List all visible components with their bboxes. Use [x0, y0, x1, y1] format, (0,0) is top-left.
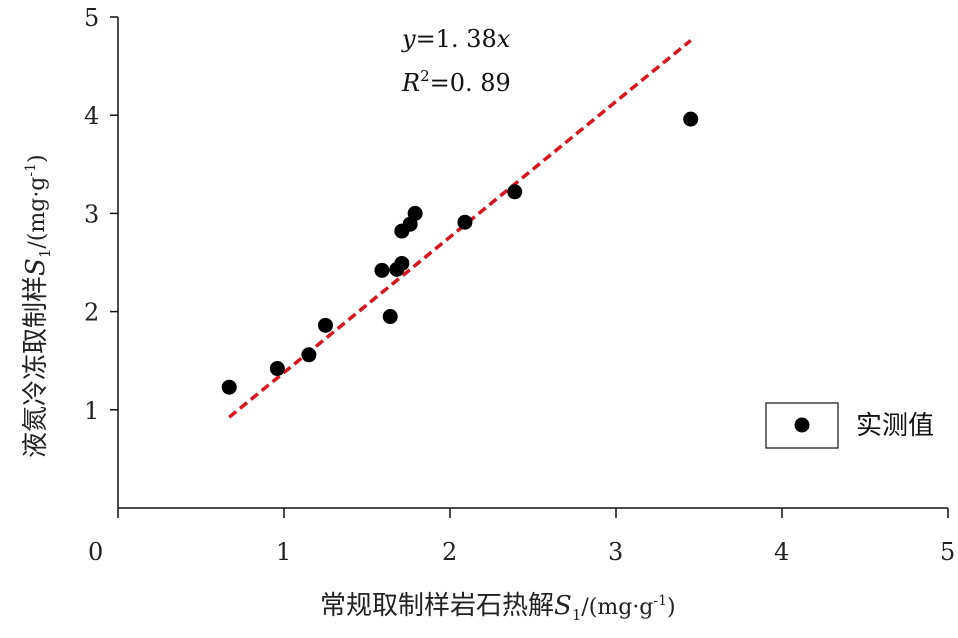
data-point	[382, 309, 398, 325]
data-point	[407, 205, 423, 221]
r-squared-sup: 2	[420, 67, 430, 85]
y-axis-title-main: 液氮冷冻取制样	[21, 276, 51, 458]
legend-label: 实测值	[856, 411, 934, 441]
y-axis-title-var: S	[21, 258, 51, 276]
x-axis-title-unit-pre: /(mg·g	[581, 595, 653, 620]
x-tick-label: 0	[88, 538, 103, 566]
y-axis-title-sub: 1	[36, 249, 54, 259]
data-point	[269, 361, 285, 377]
x-tick-label: 1	[276, 538, 291, 566]
equation-label: y=1. 38x	[401, 25, 511, 53]
data-point	[507, 184, 523, 200]
legend-marker	[794, 417, 810, 433]
x-axis-title: 常规取制样岩石热解S1/(mg·g-1)	[320, 591, 676, 624]
equation-rest: =1. 38	[416, 25, 497, 53]
y-axis-ticks: 1 2 3 4 5	[84, 4, 118, 425]
x-axis-title-var: S	[554, 591, 572, 621]
y-axis-title-unit-post: )	[25, 154, 50, 163]
r-squared-value: =0. 89	[430, 69, 511, 97]
data-point	[374, 262, 390, 278]
y-tick-label: 3	[84, 200, 99, 228]
y-axis-title-unit-sup: -1	[23, 163, 39, 177]
x-axis-title-unit-sup: -1	[653, 593, 667, 609]
data-points	[221, 111, 699, 395]
y-axis-title: 液氮冷冻取制样S1/(mg·g-1)	[21, 154, 54, 458]
x-tick-label: 5	[940, 538, 955, 566]
x-tick-label: 3	[608, 538, 623, 566]
equation-x-var: x	[497, 25, 511, 53]
y-tick-label: 4	[84, 102, 99, 130]
x-tick-label: 4	[774, 538, 789, 566]
data-point	[457, 214, 473, 230]
legend: 实测值	[765, 402, 934, 449]
data-point	[301, 347, 317, 363]
y-tick-label: 2	[84, 299, 99, 327]
x-axis-title-unit-post: )	[667, 595, 676, 620]
r-squared-var: R	[401, 69, 420, 97]
y-axis-title-unit-pre: /(mg·g	[25, 177, 50, 249]
x-axis-ticks: 0 1 2 3 4 5	[88, 508, 955, 566]
r-squared-label: R2=0. 89	[401, 67, 511, 97]
data-point	[683, 111, 699, 127]
data-point	[394, 255, 410, 271]
y-tick-label: 1	[84, 397, 99, 425]
x-axis-title-sub: 1	[572, 606, 582, 624]
data-point	[221, 379, 237, 395]
data-point	[318, 317, 333, 333]
equation-y-var: y	[401, 25, 416, 53]
y-tick-label: 5	[84, 4, 99, 32]
x-tick-label: 2	[442, 538, 457, 566]
x-axis-title-main: 常规取制样岩石热解	[320, 591, 554, 621]
